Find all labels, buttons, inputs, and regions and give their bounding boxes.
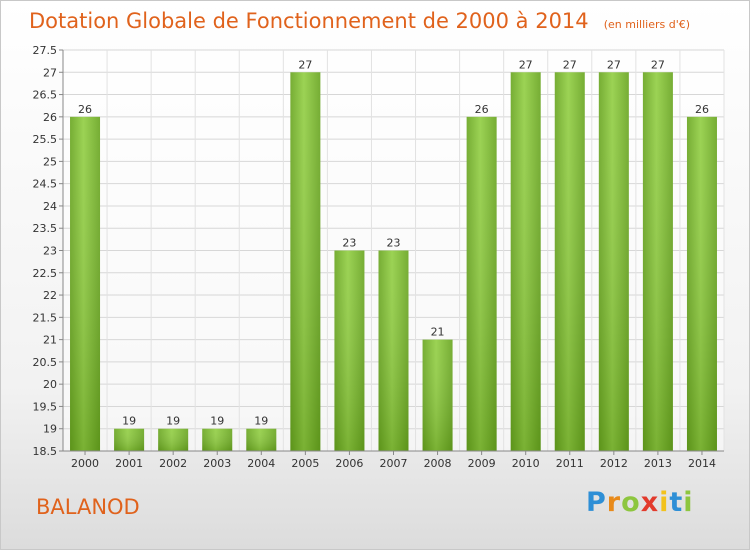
bar-value-label: 27	[519, 58, 533, 71]
logo-letter: x	[640, 487, 660, 518]
bar-shade	[554, 72, 585, 452]
y-tick-label: 19	[43, 423, 57, 436]
bar-value-label: 23	[387, 237, 401, 250]
x-tick-label: 2012	[600, 457, 628, 470]
x-tick-label: 2004	[247, 457, 275, 470]
bar-shade	[422, 339, 453, 451]
bar-value-label: 23	[342, 237, 356, 250]
bar-shade	[70, 116, 101, 451]
bar-value-label: 27	[298, 58, 312, 71]
y-tick-label: 27.5	[33, 44, 58, 57]
bar-shade	[114, 428, 145, 451]
bar-value-label: 27	[607, 58, 621, 71]
bar-shade	[290, 72, 321, 452]
y-tick-label: 23	[43, 245, 57, 258]
bar-shade	[334, 250, 365, 451]
bar-shade	[378, 250, 409, 451]
bar-value-label: 26	[78, 103, 92, 116]
y-tick-label: 27	[43, 66, 57, 79]
y-tick-label: 21.5	[33, 311, 58, 324]
x-tick-label: 2013	[644, 457, 672, 470]
commune-name: BALANOD	[36, 495, 140, 519]
bar-shade	[158, 428, 189, 451]
chart-title: Dotation Globale de Fonctionnement de 20…	[29, 9, 589, 33]
bar-shade	[642, 72, 673, 452]
bar-value-label: 27	[651, 58, 665, 71]
x-tick-label: 2002	[159, 457, 187, 470]
y-tick-label: 25	[43, 155, 57, 168]
bar-value-label: 27	[563, 58, 577, 71]
bar-value-label: 19	[254, 415, 268, 428]
bar-value-label: 26	[475, 103, 489, 116]
y-tick-label: 20.5	[33, 356, 58, 369]
x-tick-label: 2005	[291, 457, 319, 470]
logo-letter: P	[586, 487, 607, 518]
bar-shade	[202, 428, 233, 451]
y-tick-label: 19.5	[33, 400, 58, 413]
y-tick-label: 22	[43, 289, 57, 302]
x-tick-label: 2003	[203, 457, 231, 470]
chart-subtitle: (en milliers d'€)	[603, 18, 691, 31]
y-tick-label: 23.5	[33, 222, 58, 235]
bar-value-label: 26	[695, 103, 709, 116]
axis-layer: 18.5 19 19.5 20 20.5 21 21.5 22 22.5 23 23.5 24 24.5…	[33, 44, 724, 470]
proxiti-logo[interactable]: Proxiti	[586, 487, 694, 518]
bar-value-label: 19	[122, 415, 136, 428]
x-tick-label: 2001	[115, 457, 143, 470]
x-tick-label: 2006	[335, 457, 363, 470]
y-tick-label: 21	[43, 334, 57, 347]
bar-shade	[510, 72, 541, 452]
x-tick-label: 2009	[468, 457, 496, 470]
y-tick-label: 24.5	[33, 178, 58, 191]
bar-shade	[466, 116, 497, 451]
title-row: Dotation Globale de Fonctionnement de 20…	[29, 9, 690, 33]
y-tick-label: 26.5	[33, 89, 58, 102]
logo-letter: i	[659, 487, 670, 518]
bar-shade	[246, 428, 277, 451]
bar-layer: 26 19 19 19 19 27 23 23 21 26 27 27 27 27 26	[70, 58, 717, 452]
logo-letter: t	[669, 487, 684, 518]
logo-letter: r	[606, 487, 622, 518]
x-tick-label: 2008	[424, 457, 452, 470]
y-tick-label: 25.5	[33, 133, 58, 146]
x-tick-label: 2000	[71, 457, 99, 470]
y-tick-label: 24	[43, 200, 57, 213]
bar-value-label: 19	[210, 415, 224, 428]
bar-value-label: 21	[431, 326, 445, 339]
x-tick-label: 2007	[380, 457, 408, 470]
logo-letter: o	[621, 487, 641, 518]
bar-shade	[598, 72, 629, 452]
y-tick-label: 18.5	[33, 445, 58, 458]
x-tick-label: 2011	[556, 457, 584, 470]
bar-shade	[686, 116, 717, 451]
x-tick-label: 2014	[688, 457, 716, 470]
y-tick-label: 26	[43, 111, 57, 124]
x-tick-label: 2010	[512, 457, 540, 470]
y-tick-label: 22.5	[33, 267, 58, 280]
y-tick-label: 20	[43, 378, 57, 391]
bar-value-label: 19	[166, 415, 180, 428]
logo-letter: i	[683, 487, 694, 518]
